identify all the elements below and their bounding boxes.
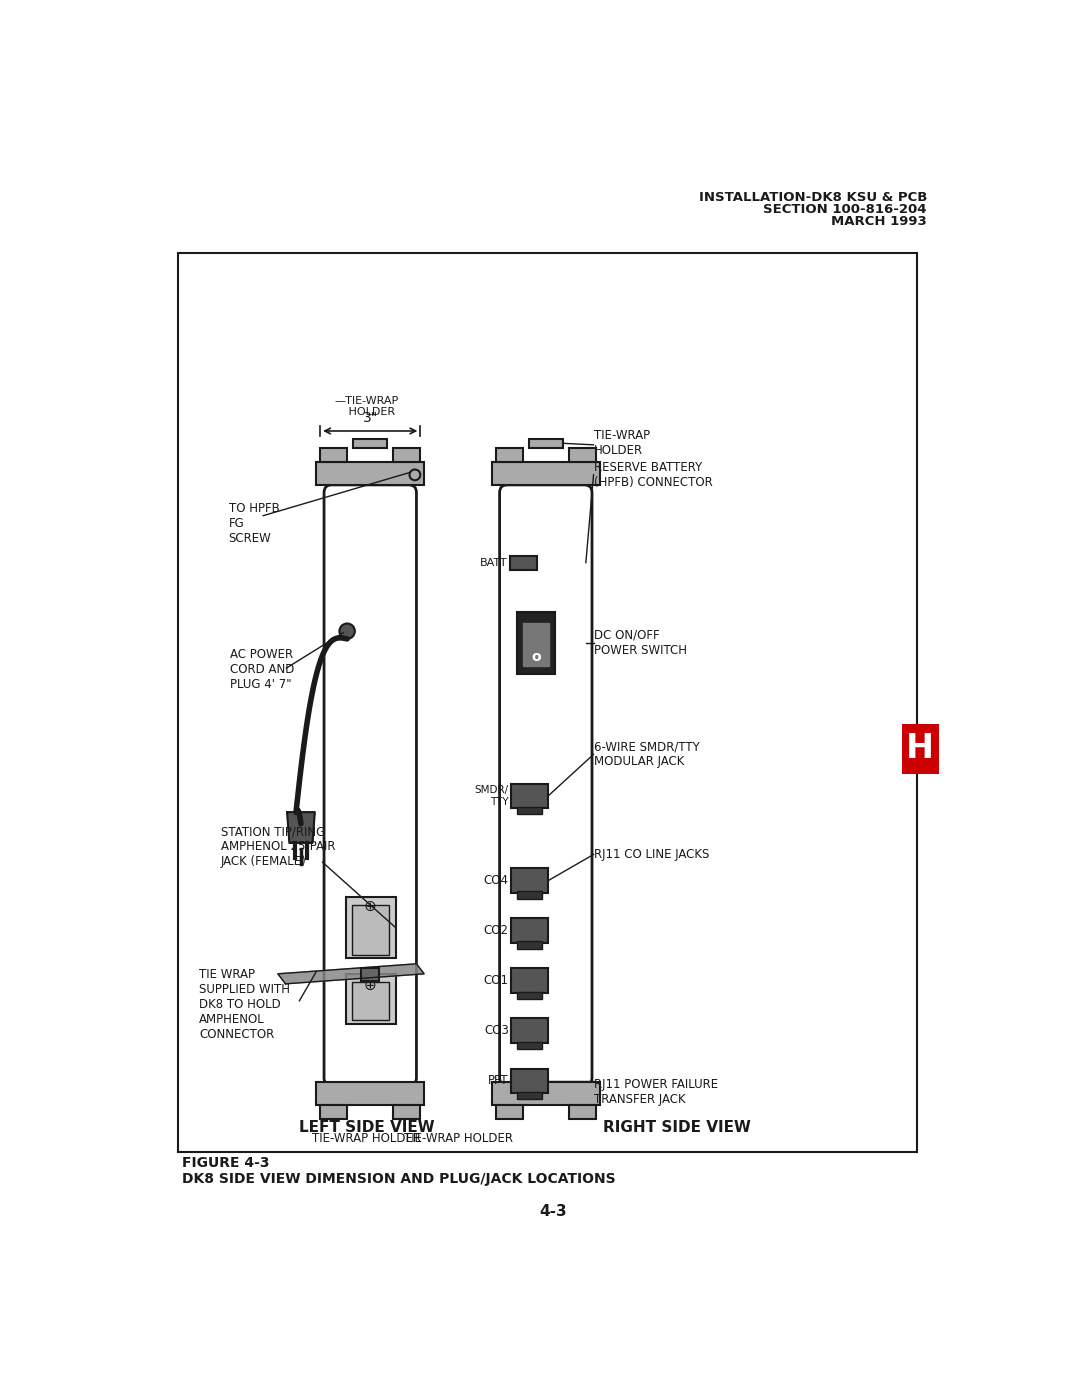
Text: ⊕: ⊕ — [364, 978, 377, 993]
Bar — [511, 784, 549, 809]
Text: RIGHT SIDE VIEW: RIGHT SIDE VIEW — [603, 1120, 751, 1136]
Bar — [523, 623, 549, 666]
FancyBboxPatch shape — [324, 485, 417, 1085]
Circle shape — [339, 623, 355, 638]
Bar — [353, 439, 387, 448]
Bar — [511, 1069, 549, 1094]
Bar — [320, 1105, 347, 1119]
Text: BATT: BATT — [480, 557, 508, 567]
Bar — [178, 253, 917, 1153]
Bar — [316, 462, 424, 485]
Bar — [352, 904, 390, 954]
Text: RJ11 POWER FAILURE
TRANSFER JACK: RJ11 POWER FAILURE TRANSFER JACK — [594, 1078, 718, 1106]
Bar — [393, 1105, 420, 1119]
Text: FIGURE 4-3: FIGURE 4-3 — [183, 1157, 270, 1171]
Bar — [517, 992, 542, 999]
Text: AC POWER
CORD AND
PLUG 4' 7": AC POWER CORD AND PLUG 4' 7" — [230, 648, 295, 692]
Polygon shape — [287, 812, 314, 842]
Bar — [511, 1018, 549, 1044]
Bar — [569, 448, 596, 462]
Text: 4-3: 4-3 — [540, 1204, 567, 1218]
Text: SMDR/
TTY: SMDR/ TTY — [475, 785, 509, 806]
Bar — [346, 897, 395, 958]
Bar — [511, 918, 549, 943]
Text: H: H — [906, 732, 934, 764]
Bar — [491, 462, 599, 485]
Bar — [491, 1081, 599, 1105]
Text: RJ11 CO LINE JACKS: RJ11 CO LINE JACKS — [594, 848, 708, 861]
Bar — [517, 1091, 542, 1099]
Bar — [496, 1105, 523, 1119]
Text: LEFT SIDE VIEW: LEFT SIDE VIEW — [298, 1120, 434, 1136]
Text: 3": 3" — [363, 411, 378, 425]
Text: 6-WIRE SMDR/TTY
MODULAR JACK: 6-WIRE SMDR/TTY MODULAR JACK — [594, 740, 699, 768]
Text: DC ON/OFF
POWER SWITCH: DC ON/OFF POWER SWITCH — [594, 629, 687, 657]
Bar — [320, 448, 347, 462]
FancyBboxPatch shape — [500, 485, 592, 1085]
Bar — [516, 612, 555, 673]
Bar — [316, 1081, 424, 1105]
Text: CO4: CO4 — [484, 875, 509, 887]
Text: —TIE-WRAP
   HOLDER: —TIE-WRAP HOLDER — [335, 395, 399, 418]
Text: RESERVE BATTERY
(HPFB) CONNECTOR: RESERVE BATTERY (HPFB) CONNECTOR — [594, 461, 713, 489]
Bar — [393, 448, 420, 462]
Polygon shape — [278, 964, 424, 983]
Text: INSTALLATION-DK8 KSU & PCB: INSTALLATION-DK8 KSU & PCB — [699, 191, 927, 204]
Bar — [517, 942, 542, 949]
Bar — [569, 1105, 596, 1119]
Bar — [517, 1042, 542, 1049]
Bar — [511, 869, 549, 893]
Text: PFT: PFT — [488, 1074, 509, 1087]
Bar — [517, 891, 542, 900]
Bar — [361, 968, 379, 981]
Text: CO3: CO3 — [484, 1024, 509, 1038]
Text: TIE-WRAP
HOLDER: TIE-WRAP HOLDER — [594, 429, 650, 457]
Bar — [529, 439, 563, 448]
Text: o: o — [531, 650, 541, 664]
Text: CO2: CO2 — [484, 925, 509, 937]
Text: TIE-WRAP HOLDER: TIE-WRAP HOLDER — [404, 1133, 513, 1146]
Bar — [496, 448, 523, 462]
Bar — [902, 724, 939, 774]
Text: CO1: CO1 — [484, 974, 509, 988]
Bar — [352, 982, 390, 1020]
Text: MARCH 1993: MARCH 1993 — [832, 215, 927, 228]
Text: TO HPFB
FG
SCREW: TO HPFB FG SCREW — [229, 502, 280, 545]
Text: STATION TIP/RING
AMPHENOL 25-PAIR
JACK (FEMALE): STATION TIP/RING AMPHENOL 25-PAIR JACK (… — [220, 826, 336, 869]
Text: ⊕: ⊕ — [364, 898, 377, 914]
Bar — [517, 806, 542, 814]
Text: TIE WRAP
SUPPLIED WITH
DK8 TO HOLD
AMPHENOL
CONNECTOR: TIE WRAP SUPPLIED WITH DK8 TO HOLD AMPHE… — [200, 968, 291, 1041]
Bar — [510, 556, 537, 570]
Bar — [511, 968, 549, 993]
Text: DK8 SIDE VIEW DIMENSION AND PLUG/JACK LOCATIONS: DK8 SIDE VIEW DIMENSION AND PLUG/JACK LO… — [183, 1172, 616, 1186]
Text: TIE-WRAP HOLDER: TIE-WRAP HOLDER — [312, 1133, 421, 1146]
Bar — [346, 974, 395, 1024]
Text: SECTION 100-816-204: SECTION 100-816-204 — [764, 203, 927, 217]
